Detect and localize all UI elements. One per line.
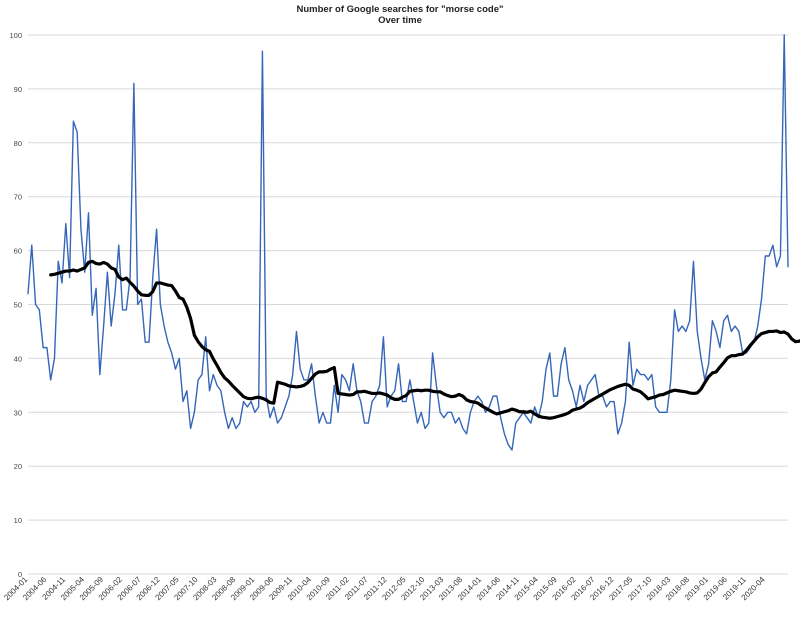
series-line-moving-average (49, 259, 800, 420)
x-axis-tick-labels: 2004-012004-062004-112005-042005-092006-… (2, 575, 767, 603)
y-tick-label: 50 (14, 301, 22, 310)
y-tick-label: 90 (14, 85, 22, 94)
y-tick-label: 100 (9, 31, 22, 40)
chart-title-block: Number of Google searches for "morse cod… (0, 4, 800, 26)
y-tick-label: 20 (14, 462, 22, 471)
chart-subtitle: Over time (378, 15, 422, 26)
series-lines (27, 34, 800, 451)
y-tick-label: 0 (18, 570, 22, 579)
y-tick-label: 60 (14, 247, 22, 256)
y-tick-label: 40 (14, 354, 22, 363)
y-axis-tick-labels: 0 10 20 30 40 50 60 70 80 90 100 (9, 31, 22, 579)
y-tick-label: 10 (14, 516, 22, 525)
series-line-searches (27, 34, 789, 451)
y-tick-label: 80 (14, 139, 22, 148)
chart-title: Number of Google searches for "morse cod… (296, 4, 504, 15)
y-tick-label: 70 (14, 193, 22, 202)
y-tick-label: 30 (14, 408, 22, 417)
